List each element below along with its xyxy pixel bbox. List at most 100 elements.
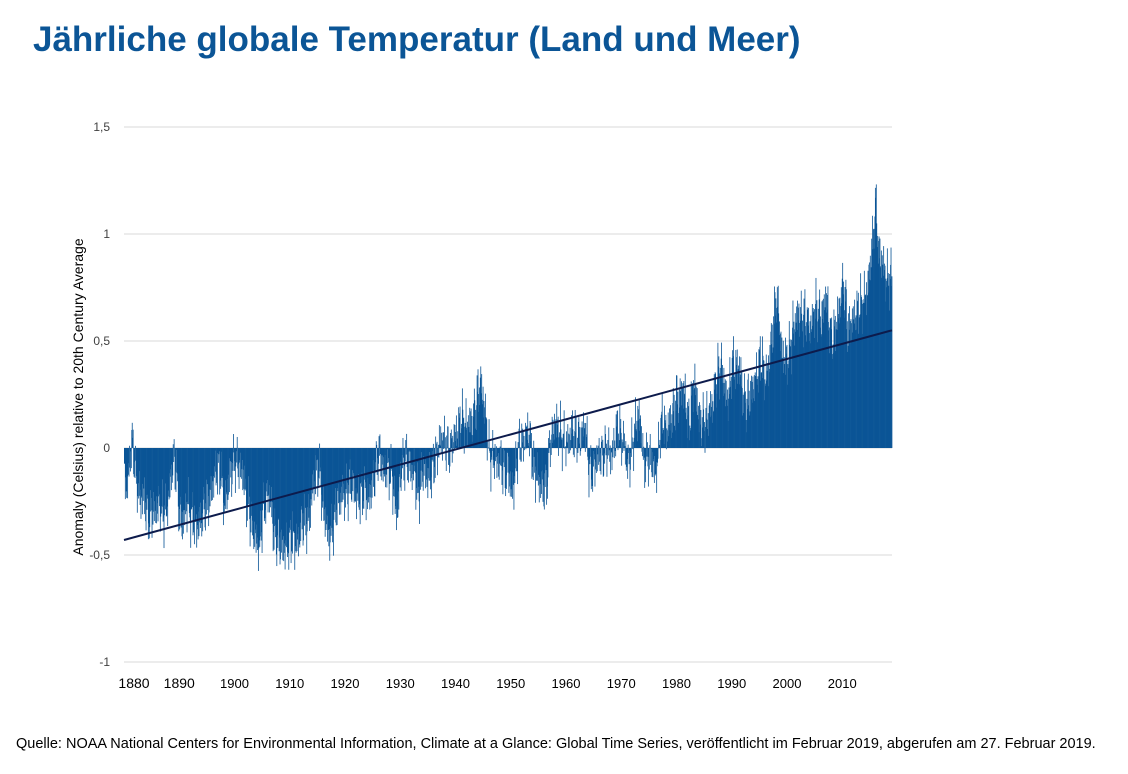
bar [402,437,404,448]
bar [395,448,397,507]
bar [851,308,853,448]
bar [327,448,329,516]
bar [529,448,530,457]
bar [647,448,649,487]
bar [211,448,212,501]
bar [299,448,301,548]
bar [719,367,721,448]
bar [823,294,825,448]
bar [451,448,453,463]
bar [407,448,409,463]
bar [628,448,629,454]
bar [889,273,891,448]
bar [592,448,594,451]
bar [771,324,773,448]
bar [201,448,203,514]
bar [311,448,313,506]
bar [424,448,426,465]
bar [149,448,151,491]
bar [351,448,353,502]
bar [382,448,384,482]
bar [554,423,556,448]
bar [271,448,273,503]
bar [739,377,741,448]
bar [653,448,655,462]
bar [466,427,468,448]
bar [439,444,441,448]
bar [723,367,725,448]
bar [363,448,365,467]
bar [857,292,859,448]
bar [253,448,255,550]
bar [546,448,548,487]
bar [610,448,612,453]
bar [137,448,139,497]
bar [836,321,838,448]
bar [760,372,762,448]
bar [135,448,137,461]
bar [203,448,205,510]
y-tick-label: 1 [103,227,110,241]
bar [182,448,184,534]
bar [404,448,406,462]
bar [762,355,764,448]
bar [791,339,792,448]
bar [490,448,492,492]
bar [769,362,771,448]
bar [157,448,159,522]
bar [391,448,393,477]
bar [523,448,525,462]
bar [562,433,564,448]
bar [541,448,543,480]
bar [368,448,369,503]
bar [729,394,730,448]
bar [182,448,183,540]
bar [575,416,577,448]
bar [828,327,830,448]
bar [712,401,714,448]
bar [879,258,880,448]
bar [187,448,188,505]
bar [138,448,140,499]
bar [233,434,234,448]
bar [179,448,181,530]
bar [215,448,217,486]
bar [259,448,261,511]
x-tick-label: 1890 [164,675,195,691]
bar [383,448,385,475]
bar [585,422,587,448]
bar [685,412,687,448]
bar [357,448,359,501]
y-tick-label: -0,5 [89,548,110,562]
bar [779,321,781,448]
bar [870,267,872,448]
bar [755,379,757,448]
bar [602,448,604,477]
bar [465,398,467,448]
bar [784,374,786,448]
bar [722,382,724,448]
bar [174,448,175,457]
bar [659,439,661,448]
bar [124,448,126,464]
bar [391,448,392,470]
bar [388,448,390,459]
bar [443,448,444,449]
bar [756,384,758,448]
bar [328,448,330,530]
bar [721,377,723,448]
bar [207,448,209,497]
bar [294,448,296,570]
bar [397,448,399,492]
bar [826,293,827,448]
bar [449,432,451,448]
bar [508,448,509,457]
bar [881,277,883,448]
bar [267,448,269,513]
bar [767,363,769,448]
bar [161,448,163,514]
bar [813,337,815,448]
bar [807,325,809,448]
bar [603,448,605,454]
bar [879,238,881,448]
